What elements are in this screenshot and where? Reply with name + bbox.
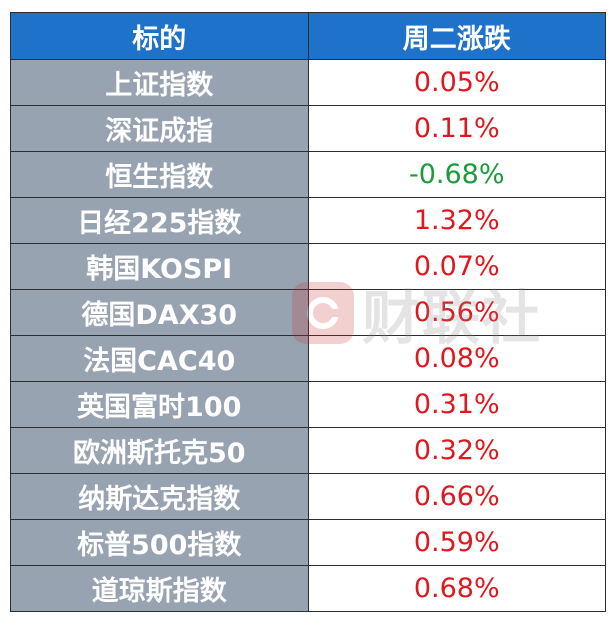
change-value: 0.11%	[307, 105, 606, 152]
change-value: 0.32%	[307, 427, 606, 474]
instrument-name: 日经225指数	[10, 197, 309, 244]
table-row: 上证指数 0.05%	[10, 59, 606, 106]
change-value: 1.32%	[307, 197, 606, 244]
change-value: 0.66%	[307, 473, 606, 520]
table-row: 纳斯达克指数 0.66%	[10, 473, 606, 520]
change-value: 0.68%	[307, 565, 606, 612]
table-row: 欧洲斯托克50 0.32%	[10, 427, 606, 474]
table-row: 德国DAX30 0.56%	[10, 289, 606, 336]
change-value: 0.31%	[307, 381, 606, 428]
instrument-name: 英国富时100	[10, 381, 309, 428]
market-change-table: 标的 周二涨跌 上证指数 0.05% 深证成指 0.11% 恒生指数 -0.68…	[10, 12, 606, 612]
header-instrument: 标的	[10, 12, 309, 60]
table-row: 英国富时100 0.31%	[10, 381, 606, 428]
change-value: 0.08%	[307, 335, 606, 382]
instrument-name: 法国CAC40	[10, 335, 309, 382]
instrument-name: 道琼斯指数	[10, 565, 309, 612]
table-row: 恒生指数 -0.68%	[10, 151, 606, 198]
instrument-name: 德国DAX30	[10, 289, 309, 336]
instrument-name: 欧洲斯托克50	[10, 427, 309, 474]
instrument-name: 标普500指数	[10, 519, 309, 566]
table-row: 日经225指数 1.32%	[10, 197, 606, 244]
table-row: 法国CAC40 0.08%	[10, 335, 606, 382]
table-row: 深证成指 0.11%	[10, 105, 606, 152]
change-value: 0.05%	[307, 59, 606, 106]
header-tuesday-change: 周二涨跌	[307, 12, 606, 60]
table-row: 道琼斯指数 0.68%	[10, 565, 606, 612]
instrument-name: 韩国KOSPI	[10, 243, 309, 290]
table-row: 韩国KOSPI 0.07%	[10, 243, 606, 290]
instrument-name: 上证指数	[10, 59, 309, 106]
change-value: 0.59%	[307, 519, 606, 566]
instrument-name: 纳斯达克指数	[10, 473, 309, 520]
instrument-name: 恒生指数	[10, 151, 309, 198]
instrument-name: 深证成指	[10, 105, 309, 152]
change-value: 0.56%	[307, 289, 606, 336]
table-row: 标普500指数 0.59%	[10, 519, 606, 566]
change-value: -0.68%	[307, 151, 606, 198]
table-header-row: 标的 周二涨跌	[10, 12, 606, 60]
change-value: 0.07%	[307, 243, 606, 290]
